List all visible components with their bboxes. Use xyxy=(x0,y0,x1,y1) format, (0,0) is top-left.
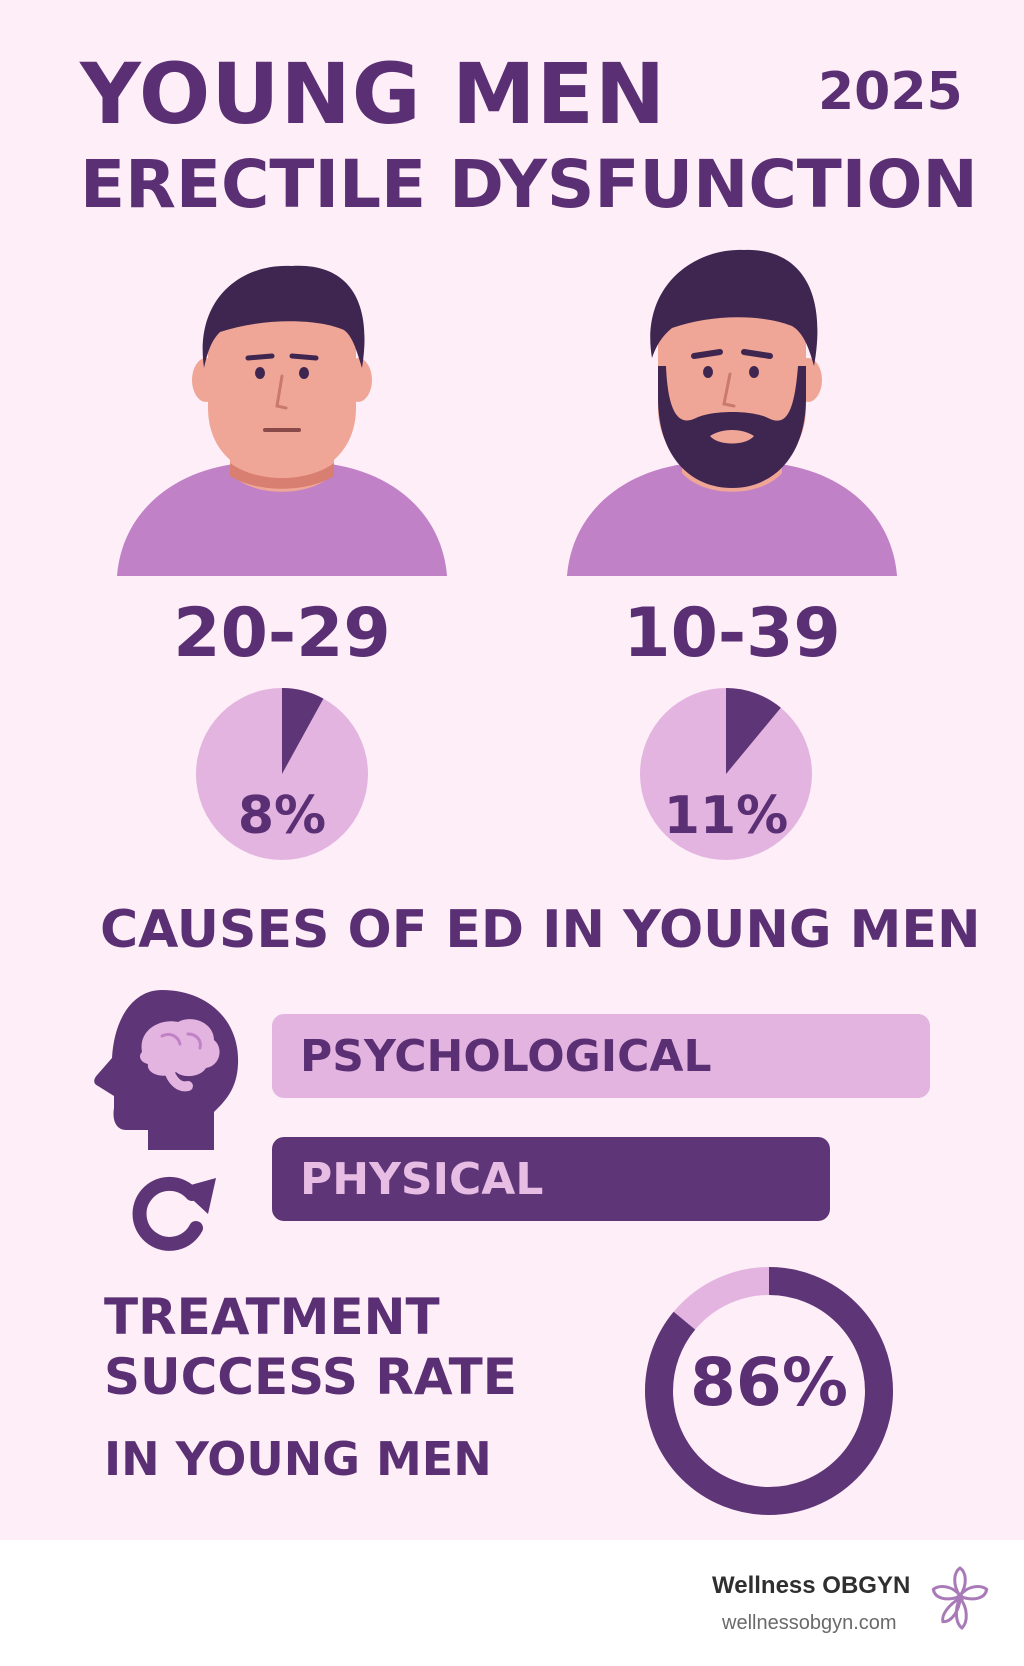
man-clean-shaven-icon xyxy=(117,265,447,576)
success-rate-label: 86% xyxy=(690,1344,848,1421)
donut-arc xyxy=(645,1267,893,1515)
causes-title: CAUSES OF ED IN YOUNG MEN xyxy=(100,900,981,960)
cause-bar-psychological: PSYCHOLOGICAL xyxy=(272,1014,930,1098)
brand-name: Wellness OBGYN xyxy=(712,1572,911,1599)
pie-slice xyxy=(282,688,324,774)
pie-slice xyxy=(726,688,781,774)
cycle-arrow-icon xyxy=(132,1176,216,1251)
flower-icon xyxy=(931,1566,989,1630)
cause-bar-physical: PHYSICAL xyxy=(272,1137,830,1221)
head-brain-icon xyxy=(94,990,239,1150)
success-rate-donut xyxy=(645,1267,893,1515)
brand-url: wellnessobgyn.com xyxy=(722,1612,897,1634)
cause-label-physical: PHYSICAL xyxy=(300,1153,544,1205)
treatment-title-line-1: TREATMENT xyxy=(104,1288,440,1346)
year-label: 2025 xyxy=(818,62,963,122)
percent-label-2: 11% xyxy=(663,786,789,846)
infographic-background xyxy=(0,0,1024,1540)
title-line-2: ERECTILE DYSFUNCTION xyxy=(80,146,978,223)
age-range-2: 10-39 xyxy=(623,594,841,673)
title-line-1: YOUNG MEN xyxy=(80,45,667,143)
man-bearded-icon xyxy=(567,249,897,576)
pie-chart-10-39 xyxy=(640,688,812,860)
cause-label-psychological: PSYCHOLOGICAL xyxy=(300,1030,712,1082)
pie-chart-20-29 xyxy=(196,688,368,860)
treatment-subtitle: IN YOUNG MEN xyxy=(104,1432,492,1486)
treatment-title-line-2: SUCCESS RATE xyxy=(104,1348,517,1406)
age-range-1: 20-29 xyxy=(173,594,391,673)
percent-label-1: 8% xyxy=(237,786,327,846)
